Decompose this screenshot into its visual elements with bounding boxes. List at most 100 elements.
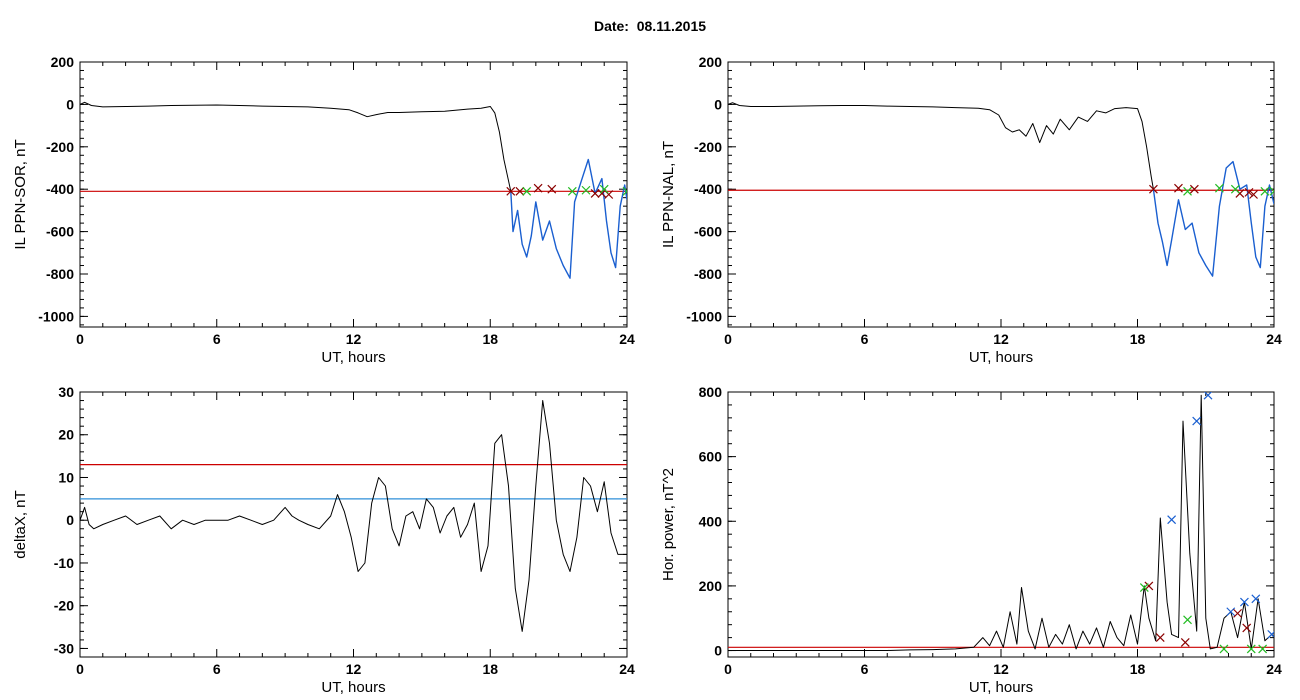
- y-tick-label: 400: [699, 513, 723, 529]
- y-tick-label: -600: [46, 224, 74, 240]
- marker-blue: [1267, 629, 1274, 639]
- x-tick-label: 6: [213, 331, 221, 347]
- y-tick-label: 0: [714, 96, 722, 112]
- marker-green: [1183, 186, 1192, 196]
- x-tick-label: 6: [213, 661, 221, 677]
- marker-dark_red: [1189, 184, 1199, 194]
- marker-green: [599, 184, 609, 194]
- x-tick-label: 0: [76, 331, 84, 347]
- marker-green: [567, 186, 577, 196]
- x-axis-label: UT, hours: [321, 679, 385, 696]
- panel-ppn-sor: 0 6 12 18 24 200 0 -200 -400 -600 -800 -1000 UT, hou…: [12, 54, 635, 366]
- marker-blue: [1192, 416, 1202, 426]
- plot-frame: [727, 61, 1275, 328]
- data-layer: [80, 400, 627, 632]
- x-tick-label: 18: [1130, 661, 1146, 677]
- marker-dark_red: [1249, 190, 1258, 199]
- y-tick-label: 0: [66, 96, 74, 112]
- marker-dark_red: [1155, 633, 1165, 643]
- y-tick-label: -400: [694, 181, 722, 197]
- series-line-black: [80, 101, 512, 192]
- panel-hor-power: 0 6 12 18 24 800 600 400 200 0 UT, hours Hor. power…: [660, 384, 1282, 696]
- marker-green: [1219, 644, 1229, 654]
- marker-green: [522, 186, 532, 196]
- marker-green: [1246, 644, 1256, 654]
- y-tick-label: 600: [699, 449, 723, 465]
- marker-dark_red: [515, 186, 525, 196]
- marker-blue: [1203, 392, 1213, 400]
- series-line-black: [80, 400, 627, 632]
- marker-blue: [1226, 607, 1236, 617]
- data-layer: [80, 101, 627, 279]
- y-tick-label: 20: [58, 427, 74, 443]
- y-tick-label: -200: [694, 139, 722, 155]
- x-tick-label: 24: [1266, 331, 1282, 347]
- marker-dark_red: [1242, 623, 1252, 633]
- x-tick-label: 12: [993, 661, 1009, 677]
- y-tick-label: -200: [46, 139, 74, 155]
- series-line-blue: [1152, 160, 1274, 277]
- y-tick-label: -20: [54, 598, 74, 614]
- marker-dark_red: [1174, 183, 1183, 193]
- x-tick-label: 24: [1266, 661, 1282, 677]
- marker-green: [1230, 184, 1240, 194]
- plot-frame: [79, 391, 628, 658]
- marker-dark_red: [1244, 187, 1254, 197]
- x-tick-label: 12: [346, 331, 362, 347]
- y-tick-label: -1000: [686, 308, 722, 324]
- x-axis-label: UT, hours: [321, 349, 385, 366]
- marker-dark_red: [590, 189, 600, 198]
- x-axis-label: UT, hours: [969, 679, 1033, 696]
- y-tick-label: 10: [58, 469, 74, 485]
- plot-frame: [727, 391, 1275, 658]
- y-tick-label: -800: [694, 266, 722, 282]
- series-line-black: [728, 102, 1154, 190]
- data-layer: [728, 102, 1274, 277]
- x-tick-label: 24: [619, 331, 635, 347]
- x-tick-label: 24: [619, 661, 635, 677]
- marker-blue: [1240, 597, 1249, 607]
- marker-dark_red: [533, 183, 543, 193]
- x-tick-label: 0: [724, 331, 732, 347]
- y-tick-label: -10: [54, 555, 74, 571]
- marker-dark_red: [1180, 638, 1190, 647]
- y-tick-label: 800: [699, 384, 723, 400]
- x-tick-label: 0: [76, 661, 84, 677]
- y-tick-label: -600: [694, 224, 722, 240]
- x-tick-label: 6: [861, 661, 869, 677]
- y-tick-label: 200: [699, 578, 723, 594]
- marker-dark_red: [1233, 608, 1243, 618]
- y-tick-label: 200: [51, 54, 75, 70]
- y-tick-label: -30: [54, 640, 74, 656]
- plot-frame: [79, 61, 628, 328]
- x-tick-label: 12: [346, 661, 362, 677]
- marker-blue: [1251, 594, 1261, 604]
- y-tick-label: 30: [58, 384, 74, 400]
- y-axis-label: deltaX, nT: [12, 490, 29, 558]
- marker-green: [622, 186, 627, 196]
- y-tick-label: -400: [46, 181, 74, 197]
- marker-green: [1214, 183, 1224, 193]
- marker-green: [1183, 615, 1192, 625]
- x-tick-label: 18: [482, 331, 498, 347]
- marker-blue: [1167, 515, 1177, 525]
- page-title: Date: 08.11.2015: [593, 18, 707, 34]
- x-tick-label: 18: [1130, 331, 1146, 347]
- marker-dark_red: [506, 186, 516, 196]
- panel-ppn-nal: 0 6 12 18 24 200 0 -200 -400 -600 -800 -1000 UT, hou…: [660, 54, 1282, 366]
- x-tick-label: 12: [993, 331, 1009, 347]
- marker-green: [581, 185, 591, 195]
- y-axis-label: Hor. power, nT^2: [660, 468, 677, 581]
- marker-dark_red: [547, 184, 557, 194]
- y-axis-label: IL PPN-NAL, nT: [660, 141, 677, 248]
- series-line-black: [728, 394, 1274, 651]
- marker-green: [1139, 583, 1149, 592]
- y-tick-label: -1000: [38, 308, 74, 324]
- panel-deltax: 0 6 12 18 24 30 20 10 0 -10 -20 -30 UT, hours deltaX,…: [12, 384, 635, 696]
- y-tick-label: 200: [699, 54, 723, 70]
- data-layer: [728, 392, 1274, 654]
- y-axis-label: IL PPN-SOR, nT: [12, 139, 29, 249]
- x-axis-label: UT, hours: [969, 349, 1033, 366]
- y-tick-label: -800: [46, 266, 74, 282]
